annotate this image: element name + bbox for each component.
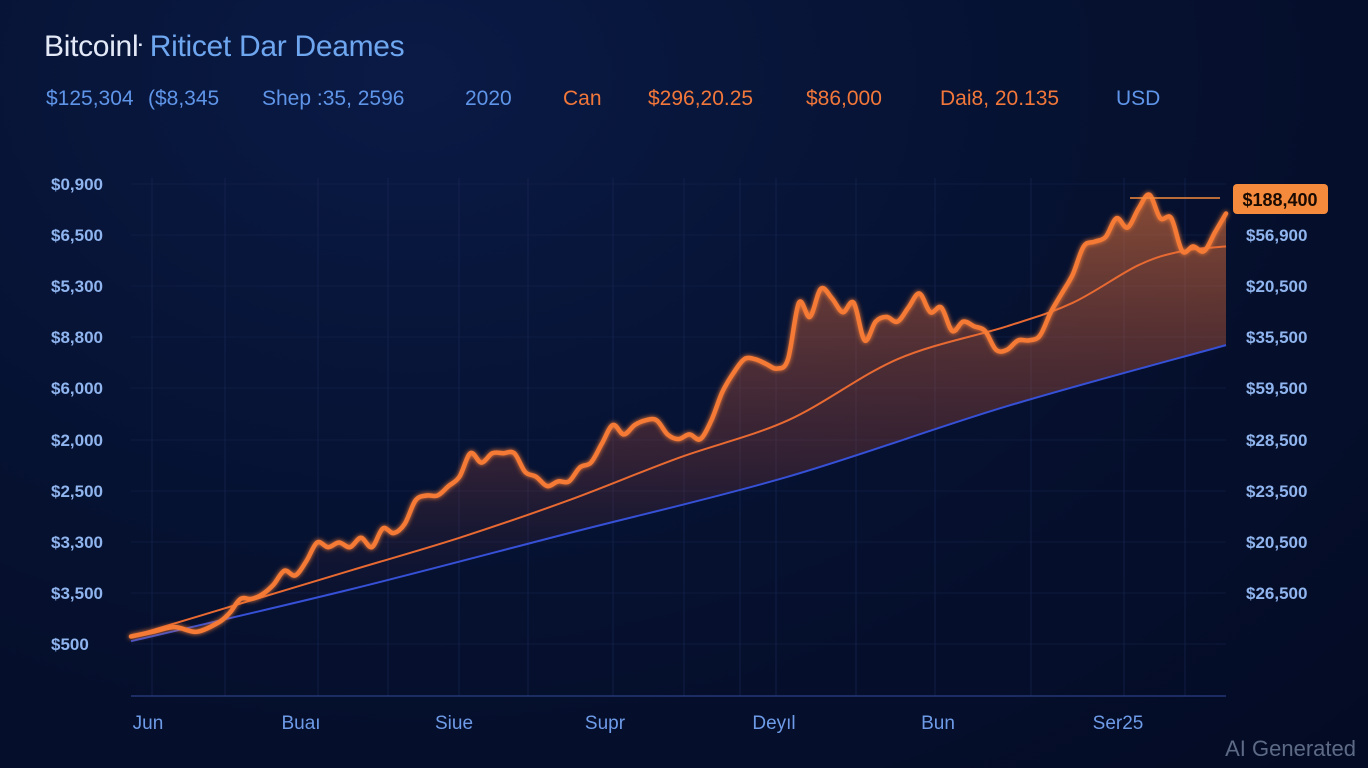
stat-7: Dai8, 20.135	[940, 87, 1060, 110]
chart-title-part2: Riticet Dar Deames	[149, 30, 405, 63]
stat-3: 2020	[465, 87, 512, 110]
stat-8: USD	[1116, 87, 1161, 110]
y-right-tick-label: $35,500	[1246, 328, 1307, 347]
x-tick-label: Bun	[921, 713, 955, 734]
y-left-tick-label: $2,000	[51, 431, 103, 450]
y-left-tick-label: $3,500	[51, 584, 103, 603]
price-badge: $188,400	[1130, 184, 1328, 214]
y-right-tick-label: $28,500	[1246, 431, 1307, 450]
stat-5: $296,20.25	[648, 87, 754, 110]
y-left-tick-label: $6,000	[51, 379, 103, 398]
y-left-tick-label: $0,900	[51, 175, 103, 194]
watermark: AI Generated	[1225, 736, 1356, 761]
chart-title: Bitcoinŀ Riticet Dar Deames	[44, 30, 405, 64]
x-tick-label: Supr	[585, 713, 626, 734]
y-left-tick-label: $2,500	[51, 482, 103, 501]
x-axis: Jun Buaı Siue Supr Deyıl Bun Ser25	[133, 713, 1144, 734]
y-right-tick-label: $20,500	[1246, 277, 1307, 296]
y-left-tick-label: $6,500	[51, 226, 103, 245]
price-area-fill	[131, 194, 1226, 642]
x-tick-label: Siue	[435, 713, 473, 734]
badge-label: $188,400	[1242, 190, 1317, 210]
x-tick-label: Jun	[133, 713, 164, 734]
stat-2: Shep :35, 2596	[262, 87, 405, 110]
x-tick-label: Deyıl	[752, 713, 795, 734]
y-axis-right: $56,900 $20,500 $35,500 $59,500 $28,500 $23,5…	[1246, 226, 1307, 603]
price-line	[128, 192, 1229, 639]
y-right-tick-label: $59,500	[1246, 379, 1307, 398]
y-right-tick-label: $23,500	[1246, 482, 1307, 501]
y-left-tick-label: $8,800	[51, 328, 103, 347]
stat-0: $125,304	[46, 87, 134, 110]
x-tick-label: Buaı	[281, 713, 320, 734]
stat-1: ($8,345	[148, 87, 220, 110]
moving-average-line	[130, 245, 1227, 638]
y-right-tick-label: $26,500	[1246, 584, 1307, 603]
stat-6: $86,000	[806, 87, 882, 110]
y-left-tick-label: $3,300	[51, 533, 103, 552]
stat-4: Can	[563, 87, 602, 110]
series-lines	[128, 192, 1229, 643]
y-left-tick-label: $5,300	[51, 277, 103, 296]
trend-line	[130, 344, 1227, 643]
chart-title-part1: Bitcoinŀ	[44, 30, 142, 63]
badge-box	[1233, 184, 1328, 214]
y-right-tick-label: $20,500	[1246, 533, 1307, 552]
x-tick-label: Ser25	[1093, 713, 1144, 734]
price-area	[131, 194, 1226, 642]
y-left-tick-label: $500	[51, 635, 89, 654]
y-axis-left: $0,900 $6,500 $5,300 $8,800 $6,000 $2,000 $2,5…	[51, 175, 103, 654]
y-right-tick-label: $56,900	[1246, 226, 1307, 245]
